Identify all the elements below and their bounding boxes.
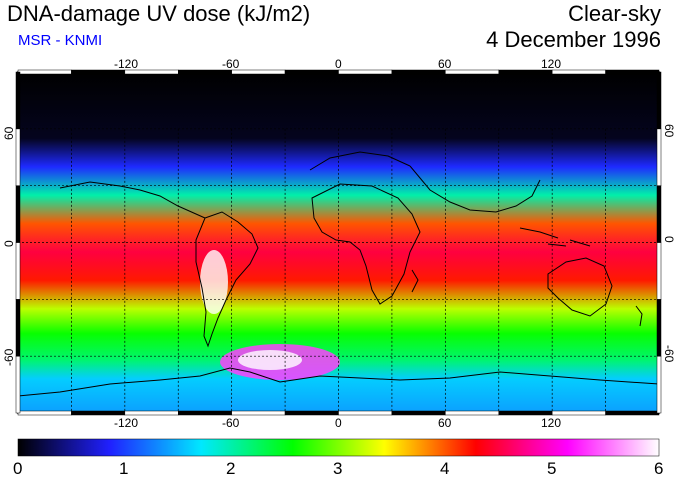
frame-bar [124,410,179,416]
frame-bar [338,410,393,416]
antarctica-coast [18,367,659,397]
right-lat-tick: 0 [662,236,676,243]
frame-bar [15,128,21,186]
frame-bar [656,242,662,300]
frame-bar [551,410,606,416]
frame-bar [445,69,500,75]
frame-bar [445,410,500,416]
frame-bar [15,299,21,357]
top-lon-tick: 120 [541,57,562,71]
antarctic-hotspot-core [238,350,302,370]
frame-bar [338,69,393,75]
colorbar-tick: 0 [13,459,23,478]
date-label: 4 December 1996 [486,27,661,52]
colorbar [17,438,660,457]
colorbar-tick: 6 [654,459,664,478]
frame-bar [498,410,553,416]
bottom-lon-tick: 0 [335,416,342,430]
product-label: Clear-sky [568,1,661,26]
top-lon-tick: 60 [438,57,452,71]
frame-bar [605,69,660,75]
left-lat-tick: 60 [2,126,16,140]
frame-bar [284,69,339,75]
frame-bar [656,71,662,130]
frame-bar [71,410,126,416]
bottom-lon-tick: -120 [114,416,139,430]
andes-maximum [200,250,228,314]
frame-bar [15,185,21,243]
frame-bar [656,299,662,357]
frame-bar [17,410,72,416]
frame-bar [17,69,72,75]
colorbar-tick: 5 [547,459,557,478]
right-lat-tick: 60 [662,124,676,138]
coastlines [18,151,659,397]
europe-coast [309,151,411,171]
frame-bar [231,410,286,416]
frame-bar [656,128,662,186]
north-america-coast [59,181,141,191]
chart-title: DNA-damage UV dose (kJ/m2) [7,1,311,26]
bottom-lon-tick: 60 [438,416,452,430]
top-lon-tick: -60 [222,57,240,71]
africa-coast [311,183,421,305]
top-lon-tick: 0 [335,57,342,71]
frame-bar [656,355,662,414]
frame-bar [284,410,339,416]
maritime-continent [519,227,591,247]
new-zealand-coast [635,305,643,327]
south-america-coast [195,211,259,348]
frame-bar [231,69,286,75]
left-lat-tick: 0 [2,240,16,247]
colorbar-tick: 1 [119,459,129,478]
graticule [18,128,659,413]
colorbar-tick: 4 [440,459,450,478]
colorbar-tick: 2 [226,459,236,478]
frame-bar [15,71,21,130]
frame-bar [656,185,662,243]
frame-bar [15,242,21,300]
colorbar-tick: 3 [333,459,343,478]
left-lat-tick: -60 [2,348,16,366]
top-lon-tick: -120 [114,57,139,71]
bottom-lon-tick: -60 [222,416,240,430]
frame-bar [391,410,446,416]
australia-coast [547,257,613,317]
asia-coast [409,165,541,213]
frame-bar [605,410,660,416]
right-lat-tick: -60 [662,345,676,363]
frame-bar [178,410,232,416]
source-label: MSR - KNMI [18,32,103,49]
frame-bar [15,355,21,414]
bottom-lon-tick: 120 [541,416,562,430]
frame-ticks [15,69,662,416]
madagascar-coast [411,269,419,293]
